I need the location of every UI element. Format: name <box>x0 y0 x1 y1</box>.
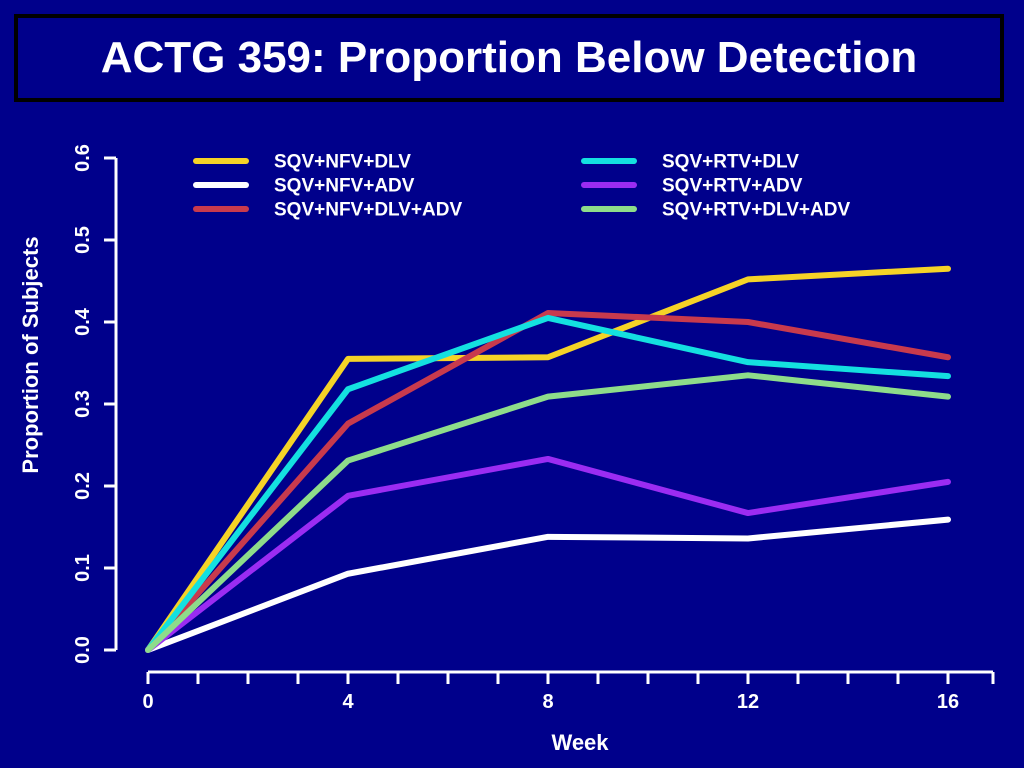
legend-label: SQV+RTV+DLV+ADV <box>662 200 850 221</box>
legend-label: SQV+RTV+ADV <box>662 176 803 197</box>
series-line <box>145 265 951 653</box>
y-axis-label: Proportion of Subjects <box>18 236 43 473</box>
x-tick-label: 4 <box>342 691 354 713</box>
y-tick-label: 0.1 <box>72 554 94 582</box>
x-tick-label: 16 <box>937 691 959 713</box>
series-line <box>145 516 951 653</box>
slide-title: ACTG 359: Proportion Below Detection <box>100 33 918 82</box>
series-line <box>145 455 951 653</box>
series-line <box>145 314 951 653</box>
y-tick-label: 0.4 <box>72 307 94 336</box>
x-tick-label: 8 <box>542 691 553 713</box>
x-tick-label: 0 <box>142 691 153 713</box>
series-line <box>145 372 951 653</box>
legend-label: SQV+RTV+DLV <box>662 152 799 173</box>
y-tick-label: 0.5 <box>72 226 94 254</box>
x-tick-label: 12 <box>737 691 759 713</box>
y-tick-label: 0.3 <box>72 390 94 418</box>
y-tick-label: 0.2 <box>72 472 94 500</box>
x-axis-label: Week <box>551 730 609 755</box>
y-tick-label: 0.0 <box>72 636 94 664</box>
legend-label: SQV+NFV+ADV <box>274 176 415 197</box>
series-line <box>145 309 951 653</box>
chart-legend: SQV+NFV+DLV SQV+NFV+ADV SQV+NFV+DLV+ADV SQV… <box>193 152 850 221</box>
y-tick-label: 0.6 <box>72 144 94 172</box>
legend-label: SQV+NFV+DLV <box>274 152 411 173</box>
legend-label: SQV+NFV+DLV+ADV <box>274 200 462 221</box>
chart-axes: 0.0 0.1 0.2 0.3 0.4 0.5 0.6 0 4 8 12 16 <box>72 144 995 713</box>
slide-title-box: ACTG 359: Proportion Below Detection <box>14 14 1004 102</box>
chart-lines <box>145 265 951 653</box>
